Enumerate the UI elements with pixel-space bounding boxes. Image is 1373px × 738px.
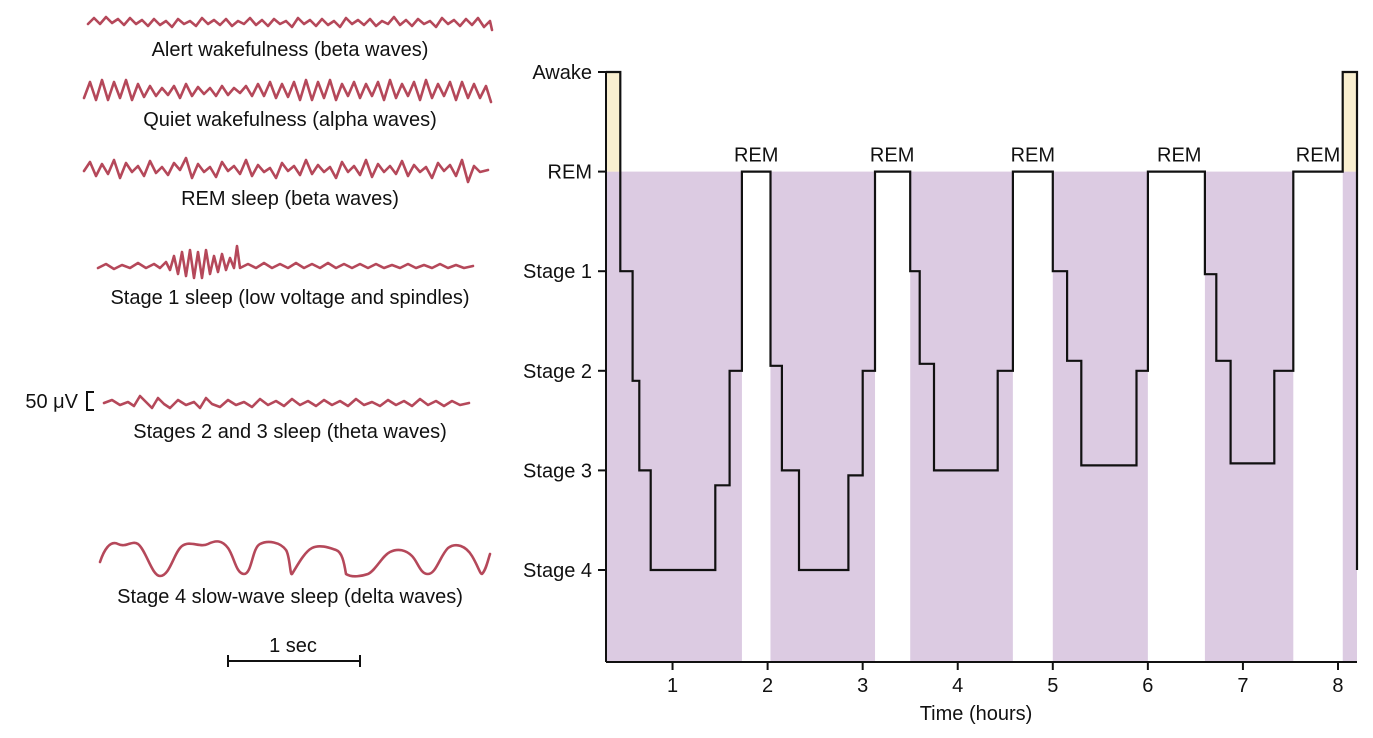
eeg-label-stage23: Stages 2 and 3 sleep (theta waves) <box>133 421 447 443</box>
y-tick-label-2: Stage 1 <box>523 261 592 283</box>
sleep-shade-0 <box>606 171 742 662</box>
eeg-wave-stage-4 <box>98 540 492 578</box>
eeg-wave-alert-wakefulness <box>86 15 494 32</box>
rem-period-label-2: REM <box>1011 145 1055 167</box>
x-tick-label-7: 8 <box>1332 675 1343 697</box>
label-layer: REM REM REM REM REM <box>734 145 1340 167</box>
x-axis-title: Time (hours) <box>920 703 1033 725</box>
hypnogram-step-line <box>606 70 1359 572</box>
time-scale-bar: 1 sec <box>227 635 361 667</box>
x-tick-label-2: 3 <box>857 675 868 697</box>
sleep-shade-1 <box>770 171 876 662</box>
voltage-scale-label: 50 μV <box>25 391 78 413</box>
axis-layer: Awake REM Stage 1 Stage 2 Stage 3 Stage 4 1 2 3 4… <box>523 62 1357 697</box>
eeg-wave-stages-2-3 <box>102 394 471 410</box>
x-tick-label-3: 4 <box>952 675 963 697</box>
line-layer <box>606 70 1359 572</box>
awake-shade-0 <box>606 72 621 172</box>
shading-layer <box>606 72 1357 662</box>
y-tick-label-4: Stage 3 <box>523 460 592 482</box>
hypnogram-chart: Awake REM Stage 1 Stage 2 Stage 3 Stage 4 1 2 3 4… <box>523 62 1359 725</box>
eeg-panel: Alert wakefulness (beta waves) Quiet wak… <box>25 15 494 667</box>
rem-period-label-0: REM <box>734 145 778 167</box>
eeg-trace-stage1: Stage 1 sleep (low voltage and spindles) <box>96 244 475 309</box>
sleep-shade-4 <box>1204 171 1294 662</box>
y-tick-label-3: Stage 2 <box>523 361 592 383</box>
x-tick-label-0: 1 <box>667 675 678 697</box>
voltage-scale-bracket <box>86 391 94 411</box>
sleep-shade-2 <box>910 171 1013 662</box>
x-tick-label-6: 7 <box>1237 675 1248 697</box>
sleep-shade-5 <box>1342 171 1357 662</box>
sleep-shade-3 <box>1052 171 1148 662</box>
time-scale-label: 1 sec <box>269 635 317 657</box>
eeg-trace-rem: REM sleep (beta waves) <box>82 156 490 210</box>
eeg-trace-quiet: Quiet wakefulness (alpha waves) <box>82 78 493 131</box>
voltage-scale-bar: 50 μV <box>25 391 94 413</box>
rem-period-label-4: REM <box>1296 145 1340 167</box>
x-tick-label-4: 5 <box>1047 675 1058 697</box>
x-tick-label-5: 6 <box>1142 675 1153 697</box>
x-tick-label-1: 2 <box>762 675 773 697</box>
eeg-trace-stage4: Stage 4 slow-wave sleep (delta waves) <box>98 540 492 608</box>
eeg-label-quiet: Quiet wakefulness (alpha waves) <box>143 109 436 131</box>
eeg-label-alert: Alert wakefulness (beta waves) <box>152 39 429 61</box>
eeg-label-stage4: Stage 4 slow-wave sleep (delta waves) <box>117 586 463 608</box>
eeg-wave-quiet-wakefulness <box>82 78 493 104</box>
eeg-wave-stage-1 <box>96 244 475 280</box>
y-tick-label-1: REM <box>548 162 592 184</box>
rem-period-label-1: REM <box>870 145 914 167</box>
eeg-label-rem: REM sleep (beta waves) <box>181 188 399 210</box>
eeg-trace-alert: Alert wakefulness (beta waves) <box>86 15 494 61</box>
eeg-trace-stage23: Stages 2 and 3 sleep (theta waves) <box>102 394 471 443</box>
awake-shade-1 <box>1342 72 1357 172</box>
y-tick-label-0: Awake <box>532 62 592 84</box>
y-tick-label-5: Stage 4 <box>523 560 592 582</box>
eeg-label-stage1: Stage 1 sleep (low voltage and spindles) <box>110 287 469 309</box>
rem-period-label-3: REM <box>1157 145 1201 167</box>
eeg-wave-rem-sleep <box>82 156 490 184</box>
